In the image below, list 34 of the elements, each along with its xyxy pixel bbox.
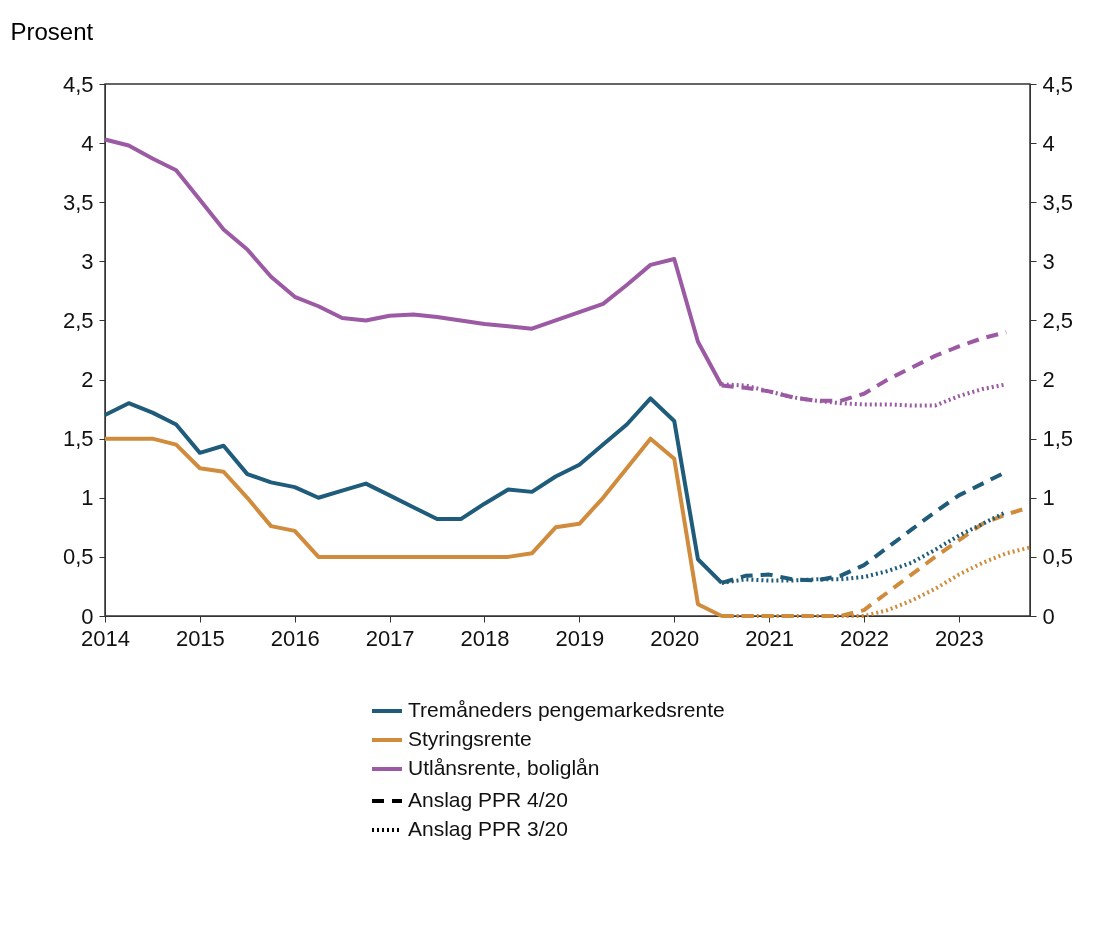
y-tick-label: 4 bbox=[81, 130, 94, 156]
y-tick-label: 3,5 bbox=[62, 189, 94, 215]
y2-tick-label: 2 bbox=[1042, 367, 1055, 393]
y-tick-label: 2,5 bbox=[62, 307, 94, 333]
y-tick-label: 1,5 bbox=[62, 426, 94, 452]
y2-tick-label: 2,5 bbox=[1042, 307, 1074, 333]
legend-label: Utlånsrente, boliglån bbox=[408, 756, 600, 779]
y-tick-label: 3 bbox=[81, 248, 94, 274]
x-tick-label: 2022 bbox=[840, 625, 889, 651]
y-tick-label: 0,5 bbox=[62, 544, 94, 570]
y-tick-label: 2 bbox=[81, 367, 94, 393]
y2-tick-label: 0,5 bbox=[1042, 544, 1074, 570]
y2-tick-label: 0 bbox=[1042, 603, 1055, 629]
y-tick-label: 4,5 bbox=[62, 71, 94, 97]
x-tick-label: 2023 bbox=[934, 625, 984, 651]
y2-tick-label: 3,5 bbox=[1042, 189, 1074, 215]
y2-tick-label: 4 bbox=[1042, 130, 1055, 156]
x-tick-label: 2021 bbox=[745, 625, 795, 651]
x-tick-label: 2020 bbox=[650, 625, 700, 651]
x-tick-label: 2017 bbox=[365, 625, 415, 651]
x-tick-label: 2018 bbox=[460, 625, 510, 651]
y2-tick-label: 1 bbox=[1042, 485, 1055, 511]
y2-tick-label: 4,5 bbox=[1042, 71, 1074, 97]
y-axis-title: Prosent bbox=[10, 17, 94, 45]
y-tick-label: 1 bbox=[81, 485, 94, 511]
x-tick-label: 2015 bbox=[175, 625, 225, 651]
legend-label: Styringsrente bbox=[408, 727, 532, 750]
legend-label: Tremåneders pengemarkedsrente bbox=[408, 698, 725, 721]
x-tick-label: 2019 bbox=[555, 625, 605, 651]
x-tick-label: 2016 bbox=[270, 625, 320, 651]
text: Anslag PPR 4/20 bbox=[408, 788, 568, 811]
y2-tick-label: 3 bbox=[1042, 248, 1055, 274]
text: Anslag PPR 3/20 bbox=[408, 817, 568, 840]
y2-tick-label: 1,5 bbox=[1042, 426, 1074, 452]
